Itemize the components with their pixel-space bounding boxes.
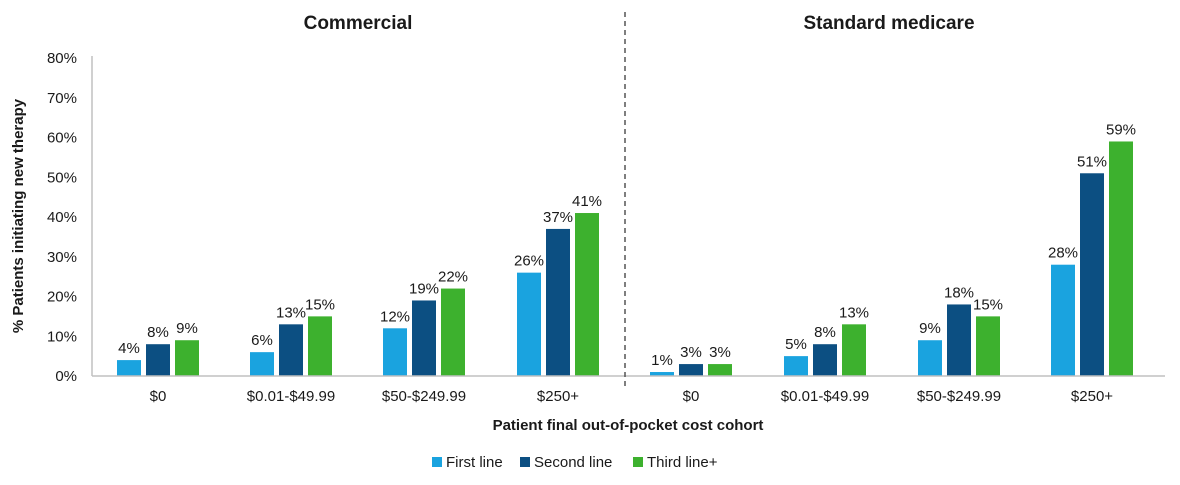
x-tick-label: $50-$249.99 <box>917 388 1001 405</box>
y-tick-label: 50% <box>47 169 77 186</box>
y-tick-label: 20% <box>47 289 77 306</box>
data-label: 13% <box>839 304 869 321</box>
legend-label: Third line+ <box>647 454 718 471</box>
data-label: 4% <box>118 340 140 357</box>
bar-medicare-1-2 <box>947 304 971 376</box>
bar-medicare-2-3 <box>1109 141 1133 376</box>
x-tick-label: $50-$249.99 <box>382 388 466 405</box>
x-tick-label: $0.01-$49.99 <box>247 388 335 405</box>
x-tick-label: $250+ <box>537 388 579 405</box>
legend-swatch <box>432 457 442 467</box>
legend: First line Second line Third line+ <box>432 454 718 471</box>
bar-medicare-0-3 <box>1051 264 1075 376</box>
x-tick-label: $0.01-$49.99 <box>781 388 869 405</box>
data-label: 59% <box>1106 121 1136 138</box>
bar-commercial-1-0 <box>146 344 170 376</box>
bar-commercial-2-2 <box>441 288 465 376</box>
data-label: 9% <box>919 320 941 337</box>
data-label: 15% <box>305 296 335 313</box>
y-tick-label: 70% <box>47 90 77 107</box>
bar-commercial-0-0 <box>117 360 141 376</box>
data-label: 1% <box>651 352 673 369</box>
data-label: 8% <box>147 324 169 341</box>
bar-commercial-1-1 <box>279 324 303 376</box>
bar-commercial-2-3 <box>575 213 599 376</box>
data-label: 18% <box>944 284 974 301</box>
bar-medicare-1-0 <box>679 364 703 376</box>
data-label: 3% <box>680 344 702 361</box>
x-axis-title: Patient final out-of-pocket cost cohort <box>493 417 764 434</box>
data-label: 6% <box>251 332 273 349</box>
data-label: 9% <box>176 320 198 337</box>
data-label: 26% <box>514 253 544 270</box>
legend-label: First line <box>446 454 503 471</box>
data-labels: 4% 6%12%26%8%13%19%37%9%15%22%41%1%5%9%28… <box>118 121 1136 369</box>
y-axis: 0% 10% 20% 30% 40% 50% 60% 70% 80% <box>47 50 93 385</box>
x-tick-label: $0 <box>150 388 167 405</box>
bar-commercial-2-1 <box>308 316 332 376</box>
data-label: 13% <box>276 304 306 321</box>
panel-title-commercial: Commercial <box>304 13 413 34</box>
bar-medicare-2-2 <box>976 316 1000 376</box>
x-tick-label: $0 <box>683 388 700 405</box>
data-label: 22% <box>438 269 468 286</box>
legend-label: Second line <box>534 454 612 471</box>
data-label: 37% <box>543 209 573 226</box>
bar-medicare-1-3 <box>1080 173 1104 376</box>
data-label: 19% <box>409 280 439 297</box>
y-tick-label: 10% <box>47 328 77 345</box>
bar-medicare-0-2 <box>918 340 942 376</box>
data-label: 5% <box>785 336 807 353</box>
y-tick-label: 40% <box>47 209 77 226</box>
bar-commercial-1-3 <box>546 228 570 376</box>
bar-marks <box>117 141 1133 376</box>
data-label: 15% <box>973 296 1003 313</box>
bar-commercial-0-3 <box>517 272 541 376</box>
bar-medicare-1-1 <box>813 344 837 376</box>
y-tick-label: 60% <box>47 130 77 147</box>
data-label: 28% <box>1048 245 1078 262</box>
y-tick-label: 0% <box>55 368 77 385</box>
x-axis: $0 $0.01-$49.99 $50-$249.99 $250+ $0 $0.01-$4… <box>92 375 1165 405</box>
y-axis-title: % Patients initiating new therapy <box>10 98 27 333</box>
legend-swatch <box>520 457 530 467</box>
bar-medicare-2-0 <box>708 364 732 376</box>
bar-commercial-1-2 <box>412 300 436 376</box>
data-label: 41% <box>572 193 602 210</box>
bar-commercial-0-1 <box>250 352 274 376</box>
y-tick-label: 30% <box>47 249 77 266</box>
bar-commercial-2-0 <box>175 340 199 376</box>
bar-medicare-2-1 <box>842 324 866 376</box>
data-label: 51% <box>1077 153 1107 170</box>
bar-commercial-0-2 <box>383 328 407 376</box>
x-tick-label: $250+ <box>1071 388 1113 405</box>
data-label: 12% <box>380 308 410 325</box>
panel-title-medicare: Standard medicare <box>803 13 974 34</box>
legend-swatch <box>633 457 643 467</box>
y-tick-label: 80% <box>47 50 77 67</box>
data-label: 3% <box>709 344 731 361</box>
bar-medicare-0-1 <box>784 356 808 376</box>
bar-medicare-0-0 <box>650 372 674 376</box>
data-label: 8% <box>814 324 836 341</box>
